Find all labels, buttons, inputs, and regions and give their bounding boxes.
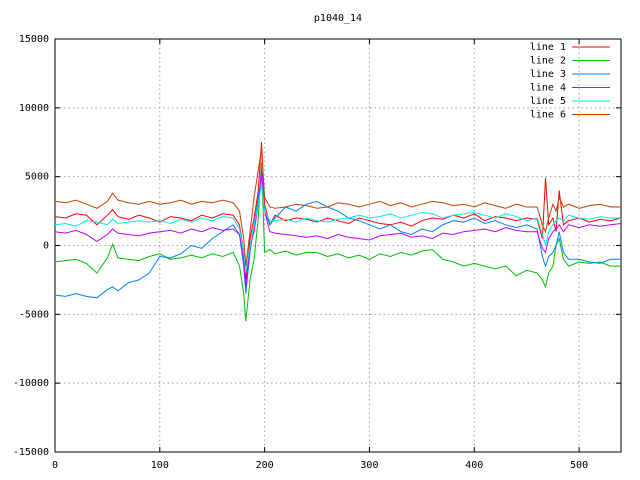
- x-tick-label: 400: [465, 460, 483, 471]
- x-tick-label: 200: [256, 460, 274, 471]
- x-tick-label: 500: [570, 460, 588, 471]
- legend-label: line 1: [530, 42, 566, 53]
- data-line: [54, 149, 621, 267]
- y-tick-label: 5000: [25, 172, 49, 183]
- y-tick-label: -15000: [13, 447, 49, 458]
- plot-frame: [54, 38, 622, 453]
- y-tick-label: 10000: [19, 103, 49, 114]
- y-tick-label: -5000: [19, 309, 49, 320]
- x-tick-label: 0: [52, 460, 58, 471]
- x-tick-label: 300: [360, 460, 378, 471]
- legend-label: line 6: [530, 110, 566, 121]
- chart-title: p1040_14: [314, 13, 362, 24]
- data-line: [54, 142, 622, 280]
- legend-label: line 3: [530, 69, 566, 80]
- legend-label: line 2: [530, 56, 566, 67]
- legend-label: line 4: [530, 83, 566, 94]
- data-line: [54, 169, 622, 287]
- x-tick-label: 100: [151, 460, 169, 471]
- y-tick-label: 15000: [19, 34, 49, 45]
- data-line: [54, 183, 621, 274]
- legend-label: line 5: [530, 96, 566, 107]
- y-tick-label: -10000: [13, 378, 49, 389]
- data-line: [54, 162, 621, 322]
- y-tick-label: 0: [43, 241, 49, 252]
